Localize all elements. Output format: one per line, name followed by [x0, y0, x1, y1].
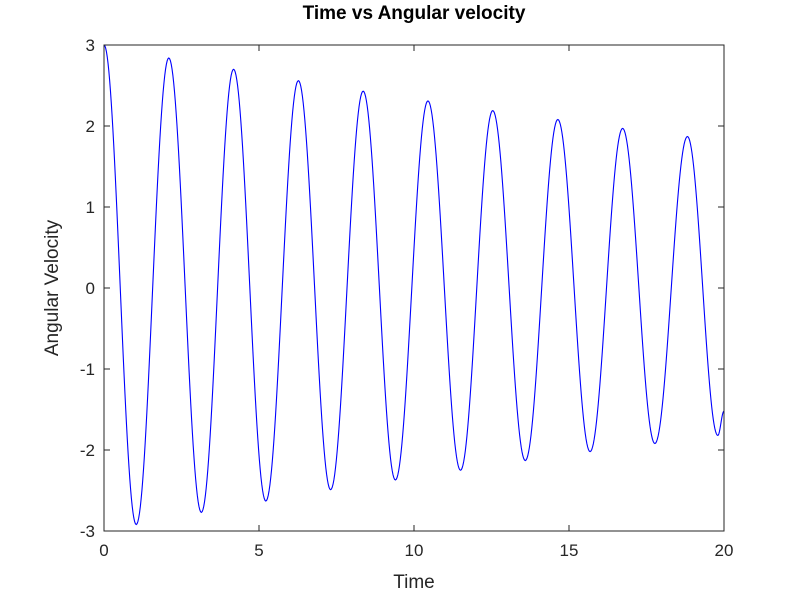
series-line — [103, 44, 725, 526]
x-tick-label: 15 — [560, 541, 579, 560]
plot-area — [104, 45, 724, 531]
y-tick-label: -1 — [80, 360, 95, 379]
y-axis-label: Angular Velocity — [42, 219, 63, 356]
y-tick-label: -3 — [80, 522, 95, 541]
x-tick-label: 10 — [405, 541, 424, 560]
x-axis-label: Time — [393, 572, 435, 593]
x-tick-label: 20 — [715, 541, 734, 560]
series-layer — [103, 44, 725, 526]
y-tick-label: 1 — [86, 198, 95, 217]
y-tick-label: 3 — [86, 36, 95, 55]
y-tick-label: -2 — [80, 441, 95, 460]
x-tick-label: 0 — [99, 541, 108, 560]
y-tick-label: 0 — [86, 279, 95, 298]
chart-title: Time vs Angular velocity — [303, 3, 526, 24]
x-tick-label: 5 — [254, 541, 263, 560]
y-axis-ticks: -3 -2 -1 0 1 2 3 — [80, 36, 724, 541]
x-axis-ticks: 0 5 10 15 20 — [99, 45, 733, 560]
y-tick-label: 2 — [86, 117, 95, 136]
